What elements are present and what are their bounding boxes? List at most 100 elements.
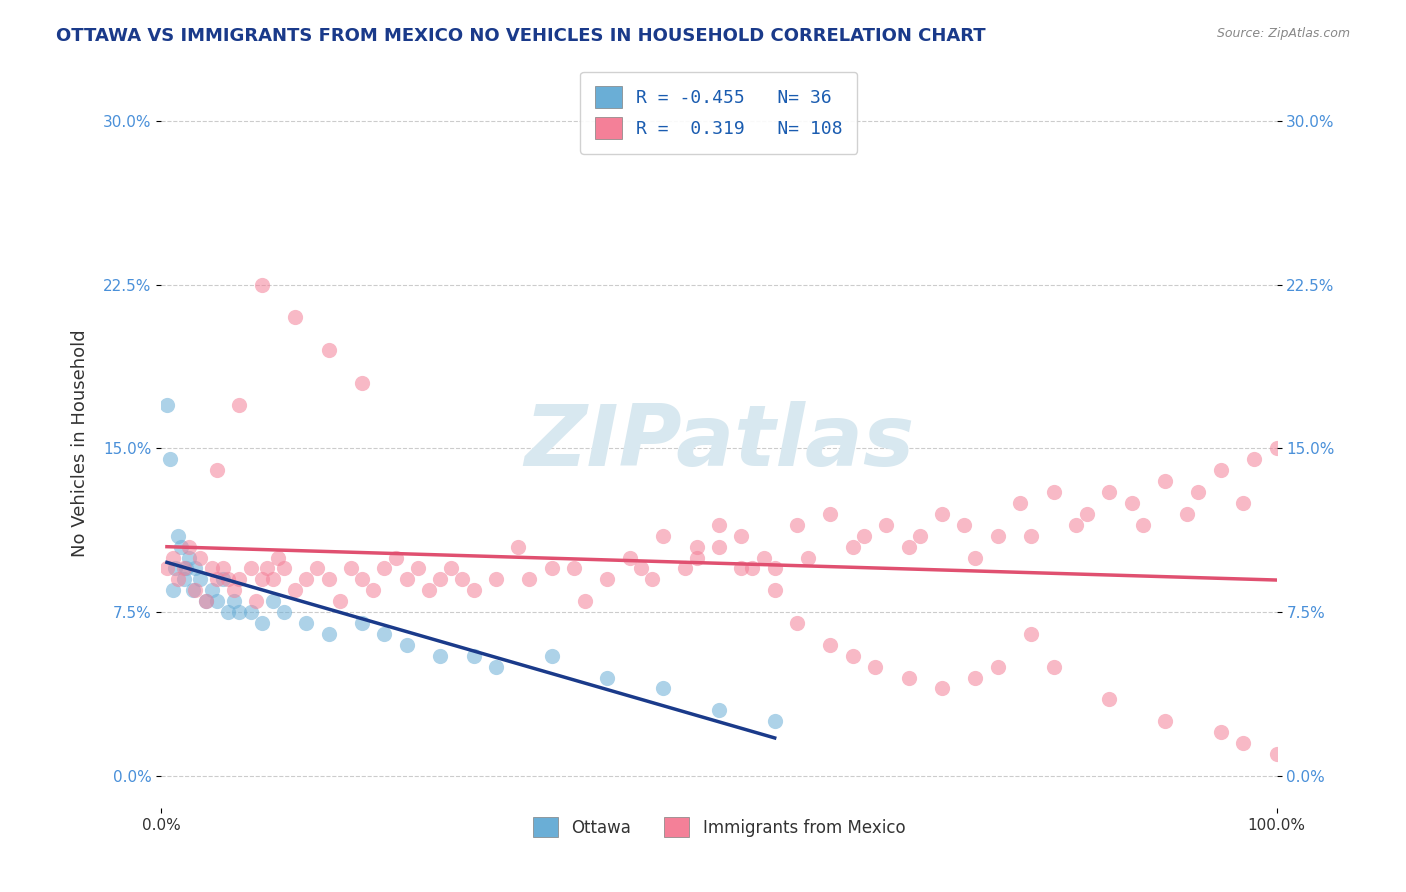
Point [190, 550, 212, 565]
Point [429, 572, 451, 586]
Point [217, 572, 239, 586]
Point [1064, 517, 1087, 532]
Point [1209, 725, 1232, 739]
Point [652, 681, 675, 696]
Point [228, 572, 250, 586]
Point [1098, 485, 1121, 500]
Point [295, 615, 318, 630]
Point [239, 605, 262, 619]
Point [852, 529, 875, 543]
Point [1076, 507, 1098, 521]
Point [167, 529, 190, 543]
Point [707, 540, 730, 554]
Point [307, 561, 329, 575]
Point [931, 681, 953, 696]
Point [262, 594, 284, 608]
Point [295, 572, 318, 586]
Point [273, 561, 295, 575]
Point [318, 627, 340, 641]
Point [352, 615, 374, 630]
Point [987, 529, 1010, 543]
Point [1098, 692, 1121, 706]
Point [190, 572, 212, 586]
Point [163, 561, 186, 575]
Point [159, 452, 181, 467]
Point [156, 561, 179, 575]
Point [167, 572, 190, 586]
Point [217, 605, 239, 619]
Point [786, 615, 808, 630]
Legend: Ottawa, Immigrants from Mexico: Ottawa, Immigrants from Mexico [526, 810, 912, 844]
Point [463, 648, 485, 663]
Point [245, 594, 267, 608]
Point [574, 594, 596, 608]
Point [741, 561, 763, 575]
Point [863, 659, 886, 673]
Point [340, 561, 363, 575]
Point [786, 517, 808, 532]
Point [352, 376, 374, 390]
Point [373, 561, 395, 575]
Point [429, 648, 451, 663]
Point [652, 529, 675, 543]
Point [820, 507, 842, 521]
Point [875, 517, 897, 532]
Point [170, 540, 193, 554]
Point [1187, 485, 1209, 500]
Point [1132, 517, 1154, 532]
Point [540, 648, 562, 663]
Point [200, 561, 222, 575]
Point [179, 540, 201, 554]
Point [1232, 496, 1254, 510]
Point [181, 583, 204, 598]
Point [685, 540, 707, 554]
Point [194, 594, 217, 608]
Point [463, 583, 485, 598]
Point [562, 561, 585, 575]
Point [222, 583, 245, 598]
Point [406, 561, 429, 575]
Point [897, 671, 920, 685]
Point [1154, 714, 1177, 728]
Point [162, 550, 184, 565]
Point [179, 550, 201, 565]
Point [174, 561, 197, 575]
Point [384, 550, 406, 565]
Point [262, 572, 284, 586]
Point [1243, 452, 1265, 467]
Point [685, 550, 707, 565]
Text: ZIPatlas: ZIPatlas [524, 401, 914, 484]
Point [1232, 736, 1254, 750]
Point [1175, 507, 1198, 521]
Point [596, 671, 619, 685]
Point [1019, 529, 1042, 543]
Point [1008, 496, 1031, 510]
Point [820, 638, 842, 652]
Point [329, 594, 352, 608]
Y-axis label: No Vehicles in Household: No Vehicles in Household [72, 329, 89, 557]
Point [228, 605, 250, 619]
Point [1042, 485, 1064, 500]
Point [352, 572, 374, 586]
Point [200, 583, 222, 598]
Point [250, 572, 273, 586]
Point [256, 561, 278, 575]
Point [1265, 747, 1288, 761]
Point [211, 572, 233, 586]
Point [395, 572, 418, 586]
Point [318, 572, 340, 586]
Point [908, 529, 931, 543]
Point [318, 343, 340, 358]
Point [1209, 463, 1232, 477]
Point [763, 714, 786, 728]
Point [395, 638, 418, 652]
Point [1121, 496, 1143, 510]
Point [897, 540, 920, 554]
Point [205, 594, 228, 608]
Point [596, 572, 619, 586]
Point [630, 561, 652, 575]
Point [1154, 474, 1177, 488]
Point [284, 583, 307, 598]
Point [205, 463, 228, 477]
Point [194, 594, 217, 608]
